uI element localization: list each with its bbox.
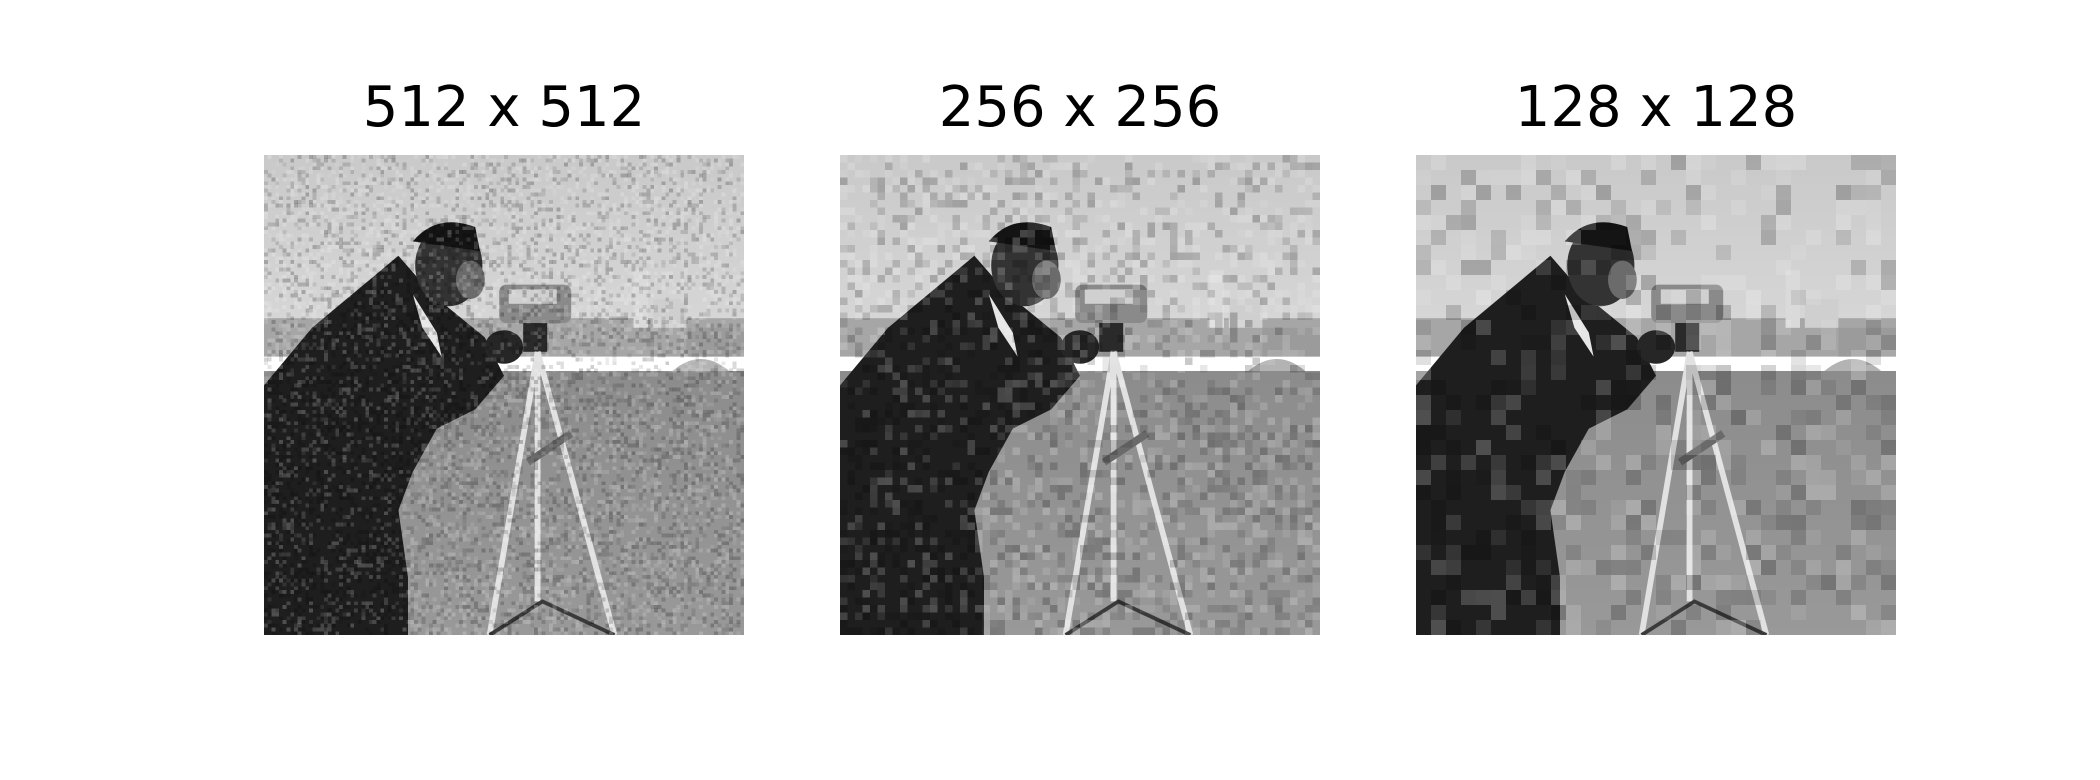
- panel-title-128: 128 x 128: [1514, 75, 1798, 140]
- noise-layer: [264, 155, 744, 635]
- cameraman-image-128: [1416, 155, 1896, 635]
- cameraman-image-512: [264, 155, 744, 635]
- panel-256: 256 x 256: [840, 0, 1320, 780]
- noise-layer: [1416, 155, 1896, 635]
- panel-title-256: 256 x 256: [938, 75, 1222, 140]
- panel-title-512: 512 x 512: [362, 75, 646, 140]
- cameraman-image-256: [840, 155, 1320, 635]
- panel-128: 128 x 128: [1416, 0, 1896, 780]
- panel-512: 512 x 512: [264, 0, 744, 780]
- noise-layer: [840, 155, 1320, 635]
